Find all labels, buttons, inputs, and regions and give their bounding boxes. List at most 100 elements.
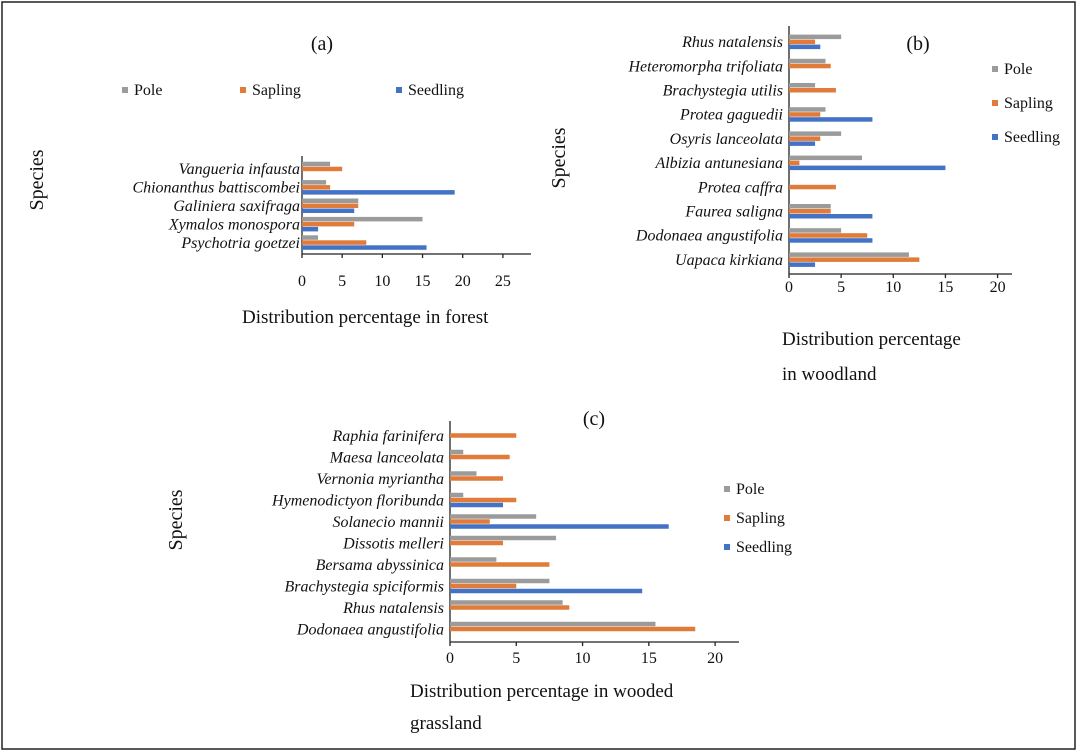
panel-c-x-tick-label: 5 bbox=[512, 650, 520, 667]
panel-a-x-tick-label: 5 bbox=[338, 273, 346, 290]
panel-b-bar-seedling bbox=[789, 141, 816, 146]
panel-b-category-label: Protea caffra bbox=[697, 179, 783, 196]
panel-c-category-label: Dissotis melleri bbox=[342, 535, 444, 552]
panel-b-bar-sapling bbox=[789, 209, 831, 214]
panel-a-bar-sapling bbox=[302, 166, 343, 172]
panel-a-bar-sapling bbox=[302, 240, 367, 245]
panel-c-bar-sapling bbox=[450, 605, 570, 610]
panel-c-category-label: Brachystegia spiciformis bbox=[284, 578, 444, 595]
panel-a-x-axis-label: Distribution percentage in forest bbox=[242, 307, 489, 328]
panel-c-bar-pole bbox=[450, 578, 550, 584]
panel-c-legend-label-sapling: Sapling bbox=[736, 510, 785, 527]
panel-b-category-label: Rhus natalensis bbox=[681, 34, 783, 51]
panel-c-x-tick-label: 15 bbox=[641, 650, 657, 667]
panel-c-x-tick-label: 10 bbox=[575, 650, 591, 667]
panel-b-x-tick-label: 10 bbox=[885, 279, 901, 296]
panel-c-category-label: Hymenodictyon floribunda bbox=[271, 492, 444, 509]
panel-c-bar-seedling bbox=[450, 588, 643, 594]
panel-b-bar-seedling bbox=[789, 117, 873, 122]
panel-b-bar-pole bbox=[789, 228, 842, 233]
panel-c-bar-pole bbox=[450, 621, 656, 627]
panel-b-bar-pole bbox=[789, 34, 842, 40]
panel-a-legend-label-pole: Pole bbox=[134, 82, 162, 99]
panel-b-bar-seedling bbox=[789, 214, 873, 219]
panel-b-legend-swatch-sapling bbox=[992, 100, 998, 106]
panel-a-legend-label-sapling: Sapling bbox=[252, 82, 301, 99]
panel-a-x-tick-label: 10 bbox=[374, 273, 390, 290]
panel-c-legend-swatch-pole bbox=[724, 486, 730, 492]
panel-c-bar-pole bbox=[450, 471, 477, 476]
panel-b-category-label: Heteromorpha trifoliata bbox=[627, 58, 783, 75]
panel-c-category-label: Raphia farinifera bbox=[331, 428, 444, 445]
panel-c-bar-pole bbox=[450, 600, 563, 605]
panel-a-category-label: Vangueria infausta bbox=[179, 161, 300, 178]
panel-c-bar-sapling bbox=[450, 626, 696, 632]
panel-c-legend-label-seedling: Seedling bbox=[736, 539, 792, 556]
panel-a-legend-label-seedling: Seedling bbox=[408, 82, 464, 99]
panel-a-legend-swatch-pole bbox=[122, 87, 128, 93]
panel-b-bar-sapling bbox=[789, 112, 821, 117]
panel-c-x-tick-label: 20 bbox=[707, 650, 723, 667]
chart-panel-c: (c) Species Distribution percentage in woo… bbox=[165, 408, 792, 734]
panel-b-bar-seedling bbox=[789, 238, 873, 243]
panel-c-bar-sapling bbox=[450, 454, 510, 460]
panel-b-bar-pole bbox=[789, 131, 842, 136]
panel-b-bar-sapling bbox=[789, 233, 868, 238]
panel-c-x-axis-label-line: grassland bbox=[410, 713, 482, 734]
panel-a-bar-pole bbox=[302, 161, 331, 167]
panel-b-bar-sapling bbox=[789, 88, 836, 93]
panel-b-bar-pole bbox=[789, 83, 816, 88]
panel-a-bar-sapling bbox=[302, 185, 331, 190]
panel-b-category-label: Faurea saligna bbox=[684, 204, 783, 221]
panel-c-bar-pole bbox=[450, 449, 464, 455]
panel-c-bar-sapling bbox=[450, 433, 517, 438]
panel-c-bar-seedling bbox=[450, 524, 669, 529]
panel-b-x-axis-label-line: Distribution percentage bbox=[782, 329, 961, 350]
panel-a-category-label: Xymalos monospora bbox=[168, 216, 300, 233]
panel-b-legend-label-sapling: Sapling bbox=[1004, 95, 1053, 112]
panel-b-bar-pole bbox=[789, 58, 826, 64]
panel-b-category-label: Protea gaguedii bbox=[679, 107, 783, 124]
panel-b-x-tick-label: 20 bbox=[990, 279, 1006, 296]
panel-c-legend-swatch-sapling bbox=[724, 515, 730, 521]
panel-c-bar-sapling bbox=[450, 583, 517, 589]
panel-b-legend-label-pole: Pole bbox=[1004, 61, 1032, 78]
panel-a-bar-pole bbox=[302, 216, 423, 222]
panel-b-bar-sapling bbox=[789, 136, 821, 141]
panel-c-y-axis-label: Species bbox=[165, 489, 187, 550]
panel-c-x-tick-label: 0 bbox=[446, 650, 454, 667]
panel-a-bar-seedling bbox=[302, 190, 455, 195]
panel-c-legend-swatch-seedling bbox=[724, 544, 730, 550]
panel-c-bar-pole bbox=[450, 492, 464, 498]
panel-c-bar-pole bbox=[450, 557, 497, 562]
panel-c-category-label: Rhus natalensis bbox=[342, 600, 444, 617]
panel-b-bar-seedling bbox=[789, 44, 821, 50]
panel-b-x-axis-label: Distribution percentage in woodland bbox=[782, 329, 961, 385]
panel-c-x-axis-label: Distribution percentage in wooded grassla… bbox=[410, 681, 674, 734]
panel-b-bar-sapling bbox=[789, 184, 836, 190]
panel-a-x-tick-label: 25 bbox=[495, 273, 511, 290]
panel-c-panel-label: (c) bbox=[583, 408, 605, 430]
panel-b-bar-pole bbox=[789, 204, 831, 209]
panel-c-x-axis-label-line: Distribution percentage in wooded bbox=[410, 681, 674, 702]
panel-b-bar-pole bbox=[789, 155, 862, 161]
panel-b-bar-pole bbox=[789, 252, 909, 257]
panel-c-bar-pole bbox=[450, 514, 537, 519]
panel-a-x-tick-label: 20 bbox=[455, 273, 471, 290]
panel-a-panel-label: (a) bbox=[311, 33, 333, 55]
panel-b-bar-pole bbox=[789, 107, 826, 112]
panel-c-bar-sapling bbox=[450, 562, 550, 567]
panel-c-bar-pole bbox=[450, 535, 557, 541]
panel-a-bar-sapling bbox=[302, 221, 355, 227]
panel-c-category-label: Vernonia myriantha bbox=[316, 471, 444, 488]
panel-b-legend-swatch-pole bbox=[992, 66, 998, 72]
panel-a-bar-pole bbox=[302, 235, 319, 240]
panel-a-category-label: Galiniera saxifraga bbox=[173, 198, 300, 215]
panel-c-category-label: Bersama abyssinica bbox=[316, 557, 444, 574]
panel-a-bar-sapling bbox=[302, 203, 359, 208]
panel-a-category-label: Psychotria goetzei bbox=[180, 235, 300, 252]
panel-a-bar-seedling bbox=[302, 208, 355, 213]
panel-b-bar-sapling bbox=[789, 160, 800, 166]
